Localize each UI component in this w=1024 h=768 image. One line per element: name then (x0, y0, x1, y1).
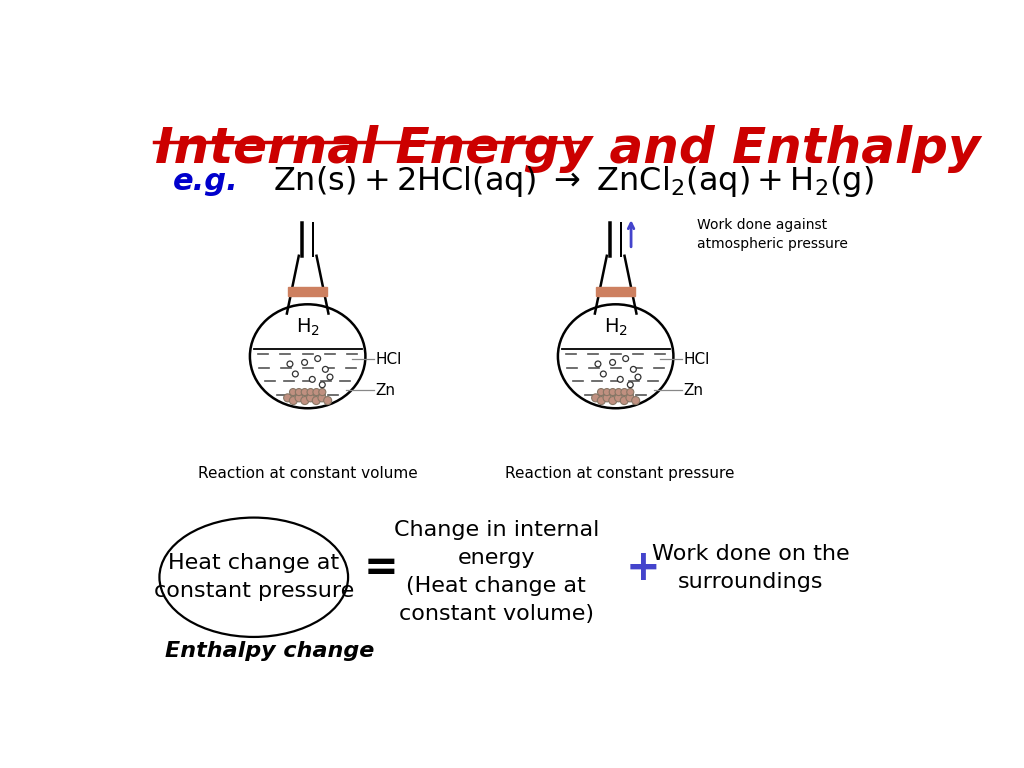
Text: $\mathrm{H_2}$: $\mathrm{H_2}$ (603, 316, 628, 338)
Text: $\mathrm{Zn(s) + 2HCl(aq)\ \rightarrow\ ZnCl_2(aq) + H_2(g)}$: $\mathrm{Zn(s) + 2HCl(aq)\ \rightarrow\ … (273, 164, 873, 199)
Circle shape (309, 376, 315, 382)
Bar (289, 287, 327, 296)
Text: Work done on the
surroundings: Work done on the surroundings (651, 544, 849, 592)
Text: Reaction at constant volume: Reaction at constant volume (198, 466, 418, 481)
Circle shape (290, 396, 297, 405)
Circle shape (287, 361, 293, 367)
Text: Change in internal
energy
(Heat change at
constant volume): Change in internal energy (Heat change a… (393, 520, 599, 624)
Circle shape (301, 396, 309, 405)
Circle shape (307, 389, 314, 396)
Text: =: = (364, 547, 398, 589)
Circle shape (306, 394, 314, 402)
Circle shape (327, 374, 333, 380)
Circle shape (635, 374, 641, 380)
Circle shape (318, 389, 326, 396)
Circle shape (312, 396, 321, 405)
Circle shape (293, 371, 298, 377)
Circle shape (592, 394, 600, 402)
Circle shape (627, 389, 634, 396)
Circle shape (284, 394, 292, 402)
Circle shape (290, 389, 297, 396)
Circle shape (597, 389, 604, 396)
Circle shape (623, 356, 629, 362)
Text: HCl: HCl (683, 352, 710, 367)
Circle shape (626, 394, 634, 402)
Circle shape (621, 396, 629, 405)
Circle shape (319, 382, 326, 388)
Circle shape (603, 389, 610, 396)
Circle shape (603, 394, 611, 402)
Circle shape (617, 376, 624, 382)
Circle shape (600, 371, 606, 377)
Text: Work done against
atmospheric pressure: Work done against atmospheric pressure (696, 218, 848, 251)
Text: Zn: Zn (683, 382, 703, 398)
Circle shape (631, 366, 636, 372)
Circle shape (324, 396, 332, 405)
Circle shape (597, 396, 605, 405)
Circle shape (614, 394, 623, 402)
Text: Internal Energy and Enthalpy: Internal Energy and Enthalpy (156, 125, 981, 174)
Circle shape (609, 396, 616, 405)
Circle shape (621, 389, 628, 396)
Circle shape (295, 389, 302, 396)
Circle shape (314, 356, 321, 362)
Circle shape (295, 394, 303, 402)
Circle shape (615, 389, 623, 396)
Circle shape (595, 361, 601, 367)
Text: $\mathrm{H_2}$: $\mathrm{H_2}$ (296, 316, 319, 338)
Text: HCl: HCl (376, 352, 401, 367)
Circle shape (313, 389, 319, 396)
Text: e.g.: e.g. (173, 167, 239, 196)
Circle shape (301, 389, 308, 396)
Circle shape (302, 359, 307, 366)
Circle shape (609, 359, 615, 366)
Bar (596, 287, 635, 296)
Circle shape (323, 366, 329, 372)
Text: Enthalpy change: Enthalpy change (165, 641, 375, 661)
Text: +: + (626, 547, 660, 589)
Text: Zn: Zn (376, 382, 395, 398)
Circle shape (609, 389, 616, 396)
Text: Reaction at constant pressure: Reaction at constant pressure (505, 466, 734, 481)
Text: Heat change at
constant pressure: Heat change at constant pressure (154, 553, 354, 601)
Circle shape (632, 396, 640, 405)
Circle shape (318, 394, 326, 402)
Circle shape (628, 382, 633, 388)
